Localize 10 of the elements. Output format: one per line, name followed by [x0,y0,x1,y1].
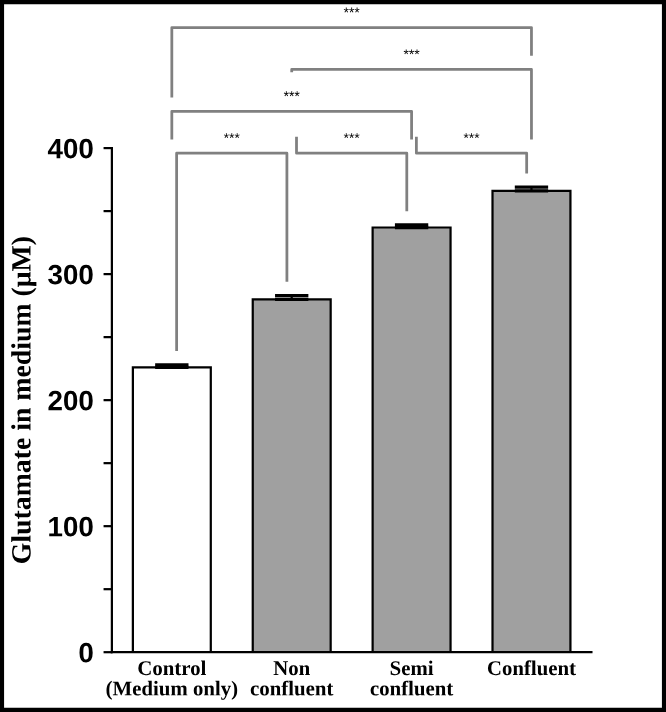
x-tick-label: Non confluent [250,661,334,696]
x-tick-label: Confluent [487,660,576,676]
x-tick-label: Control (Medium only) [106,660,238,700]
y-axis-title: Glutamate in medium (μM) [11,237,37,563]
y-tick-label: 300 [48,264,93,285]
y-tick-label: 100 [49,516,93,537]
y-tick-label: 400 [47,138,93,159]
y-tick-label: 200 [48,390,93,411]
y-tick-label: 0 [79,642,93,663]
x-tick-label: Semi confluent [370,660,454,696]
